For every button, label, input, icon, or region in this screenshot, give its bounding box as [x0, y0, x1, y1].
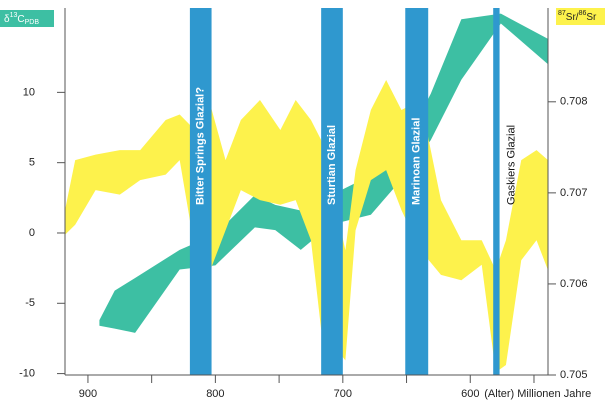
title-part: δ [4, 14, 10, 25]
title-part: 87 [558, 10, 566, 17]
glacial-bar [493, 8, 500, 375]
glacial-bar [321, 8, 343, 375]
x-tick-label: 800 [206, 388, 224, 400]
y2-tick-label: 0.707 [560, 187, 588, 199]
glacial-label: Bitter Springs Glazial? [195, 87, 207, 205]
title-part: 13 [10, 12, 18, 19]
title-part: PDB [25, 19, 40, 26]
right-axis-title-box [556, 8, 605, 25]
title-part: Sr/ [566, 12, 579, 23]
y-tick-label: 0 [29, 227, 35, 239]
title-part: C [17, 14, 24, 25]
glacial-label: Marinoan Glazial [411, 118, 423, 205]
glacial-label: Sturtian Glazial [326, 125, 338, 205]
y-tick-label: 5 [29, 157, 35, 169]
y-tick-label: 10 [23, 86, 35, 98]
y2-tick-label: 0.708 [560, 96, 588, 108]
right-axis-title: 87Sr/86Sr [558, 10, 597, 23]
left-axis-title: δ13CPDB [4, 12, 39, 26]
y2-tick-label: 0.705 [560, 369, 588, 381]
x-tick-label: 700 [334, 388, 352, 400]
title-part: 86 [579, 10, 587, 17]
title-part: Sr [586, 12, 597, 23]
left-axis-title-box [0, 10, 54, 27]
x-axis-label: (Alter) Millionen Jahre [484, 388, 591, 400]
y2-tick-label: 0.706 [560, 278, 588, 290]
x-tick-label: 600 [461, 388, 479, 400]
y-tick-label: -5 [25, 297, 35, 309]
glacial-bar [189, 8, 212, 375]
glacial-label: Gaskiers Glazial [505, 125, 517, 205]
glacial-bar [405, 8, 429, 375]
x-tick-label: 900 [79, 388, 97, 400]
y-tick-label: -10 [19, 368, 35, 380]
